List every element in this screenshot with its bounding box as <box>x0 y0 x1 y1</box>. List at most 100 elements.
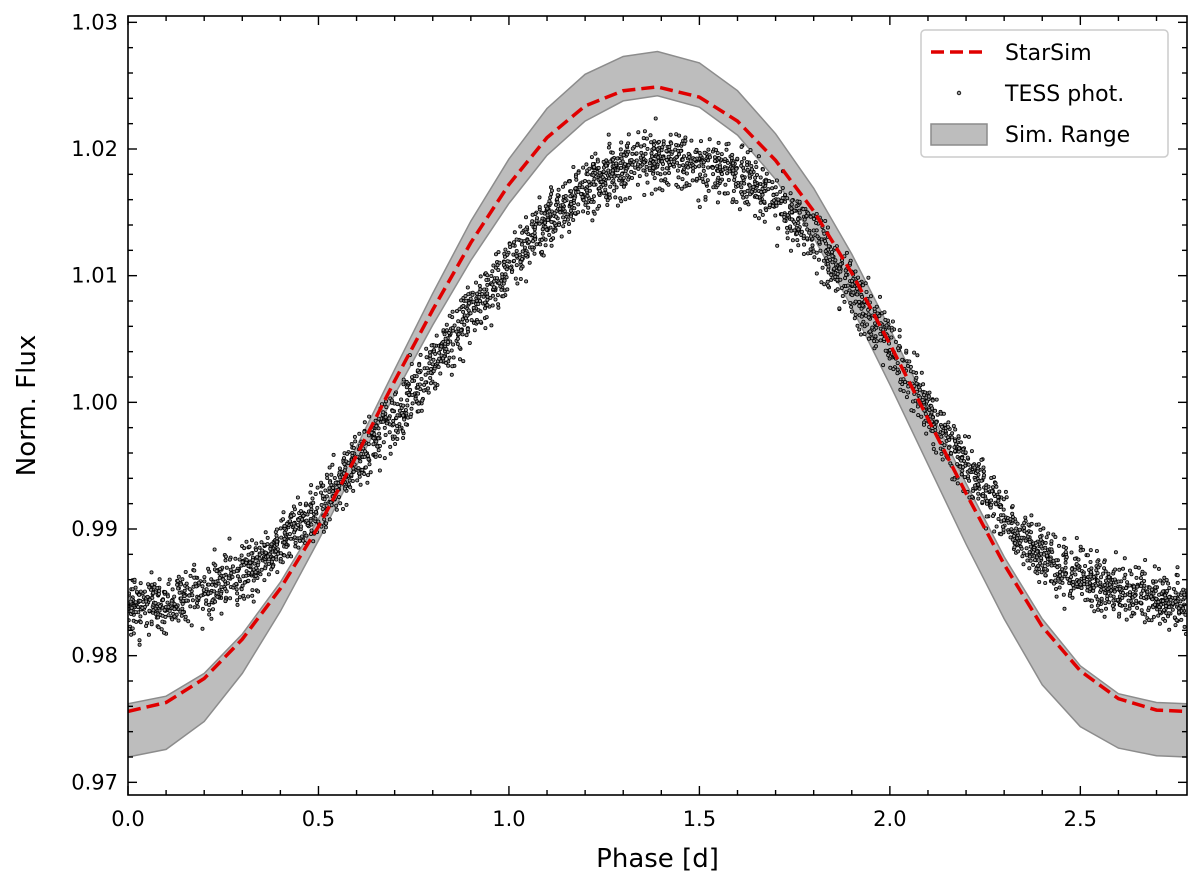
tess-phot-point <box>1032 558 1037 563</box>
tess-phot-point <box>900 357 905 362</box>
tess-phot-point <box>1157 605 1162 610</box>
tess-phot-point <box>837 306 842 311</box>
tess-phot-point <box>1029 521 1034 526</box>
tess-phot-point <box>362 449 367 454</box>
tess-phot-point <box>674 142 679 147</box>
tess-phot-point <box>717 190 722 195</box>
tess-phot-point <box>156 615 161 620</box>
tess-phot-point <box>157 608 162 613</box>
tess-phot-point <box>138 620 143 625</box>
tess-phot-point <box>207 608 212 613</box>
tess-phot-point <box>844 272 849 277</box>
tess-phot-point <box>477 298 482 303</box>
tess-phot-point <box>349 472 354 477</box>
tess-phot-point <box>1081 572 1086 577</box>
tess-phot-point <box>257 552 262 557</box>
tess-phot-point <box>129 605 134 610</box>
tess-phot-point <box>400 429 405 434</box>
tess-phot-point <box>950 431 955 436</box>
tess-phot-point <box>830 249 835 254</box>
tess-phot-point <box>416 401 421 406</box>
tess-phot-point <box>587 188 592 193</box>
tess-phot-point <box>263 559 268 564</box>
tess-phot-point <box>254 555 259 560</box>
tess-phot-point <box>973 477 978 482</box>
tess-phot-point <box>558 206 563 211</box>
tess-phot-point <box>309 509 314 514</box>
tess-phot-point <box>1052 573 1057 578</box>
tess-phot-point <box>571 164 576 169</box>
tess-phot-point <box>540 249 545 254</box>
tess-phot-point <box>478 309 483 314</box>
tess-phot-point <box>1031 562 1036 567</box>
tess-phot-point <box>377 468 382 473</box>
tess-phot-point <box>826 264 831 269</box>
tess-phot-point <box>979 478 984 483</box>
tess-phot-point <box>485 297 490 302</box>
tess-phot-point <box>323 525 328 530</box>
tess-phot-point <box>1157 621 1162 626</box>
tess-phot-point <box>829 272 834 277</box>
tess-phot-point <box>444 322 449 327</box>
tess-phot-point <box>282 540 287 545</box>
tess-phot-point <box>1044 535 1049 540</box>
tess-phot-point <box>1019 535 1024 540</box>
tess-phot-point <box>651 165 656 170</box>
tess-phot-point <box>1163 604 1168 609</box>
tess-phot-point <box>483 300 488 305</box>
tess-phot-point <box>755 172 760 177</box>
tess-phot-point <box>780 185 785 190</box>
tess-phot-point <box>1115 597 1120 602</box>
tess-phot-point <box>569 201 574 206</box>
tess-phot-point <box>843 276 848 281</box>
tess-phot-point <box>878 338 883 343</box>
tess-phot-point <box>1175 573 1180 578</box>
tess-phot-point <box>497 260 502 265</box>
tess-phot-point <box>1127 603 1132 608</box>
tess-phot-point <box>914 375 919 380</box>
tess-phot-point <box>351 469 356 474</box>
tess-phot-point <box>360 467 365 472</box>
tess-phot-point <box>967 478 972 483</box>
tess-phot-point <box>668 132 673 137</box>
tess-phot-point <box>778 189 783 194</box>
tess-phot-point <box>1166 614 1171 619</box>
tess-phot-point <box>192 575 197 580</box>
y-tick-label: 1.03 <box>71 10 118 34</box>
tess-phot-point <box>138 589 143 594</box>
tess-phot-point <box>169 601 174 606</box>
tess-phot-point <box>524 230 529 235</box>
tess-phot-point <box>682 154 687 159</box>
tess-phot-point <box>501 294 506 299</box>
tess-phot-point <box>1043 581 1048 586</box>
tess-phot-point <box>989 498 994 503</box>
tess-phot-point <box>224 589 229 594</box>
tess-phot-point <box>615 156 620 161</box>
tess-phot-point <box>219 611 224 616</box>
tess-phot-point <box>357 431 362 436</box>
tess-phot-point <box>840 293 845 298</box>
tess-phot-point <box>957 446 962 451</box>
tess-phot-point <box>549 185 554 190</box>
tess-phot-point <box>940 431 945 436</box>
tess-phot-point <box>249 538 254 543</box>
tess-phot-point <box>269 542 274 547</box>
tess-phot-point <box>303 501 308 506</box>
tess-phot-point <box>619 140 624 145</box>
tess-phot-point <box>315 505 320 510</box>
tess-phot-point <box>439 344 444 349</box>
tess-phot-point <box>1085 585 1090 590</box>
tess-phot-point <box>175 578 180 583</box>
tess-phot-point <box>315 485 320 490</box>
tess-phot-point <box>1138 600 1143 605</box>
tess-phot-point <box>530 212 535 217</box>
tess-phot-point <box>321 483 326 488</box>
tess-phot-point <box>666 182 671 187</box>
tess-phot-point <box>1054 594 1059 599</box>
tess-phot-point <box>282 524 287 529</box>
tess-phot-point <box>742 156 747 161</box>
tess-phot-point <box>207 612 212 617</box>
tess-phot-point <box>660 188 665 193</box>
axes: 0.0 0.5 1.0 1.5 2.0 2.50.970.980.991.001.011.… <box>71 10 1188 831</box>
tess-phot-point <box>557 222 562 227</box>
